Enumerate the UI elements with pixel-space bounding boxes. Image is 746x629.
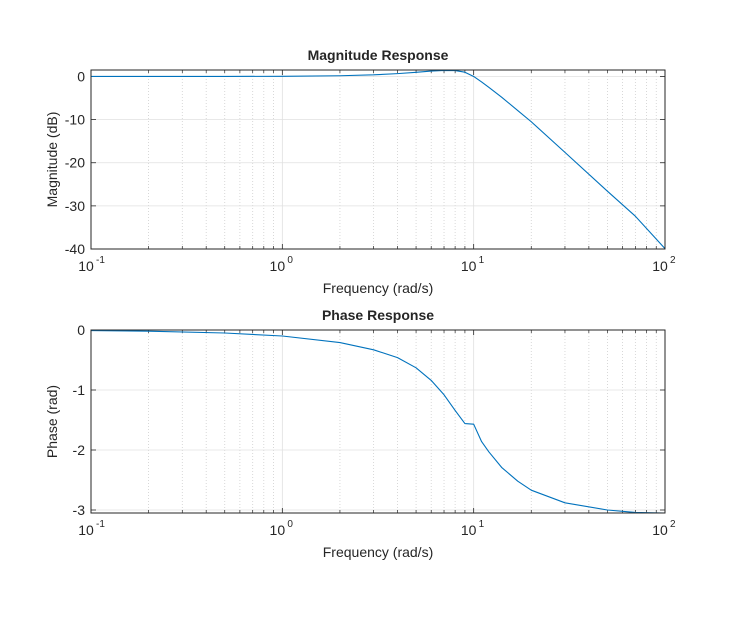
magnitude-x-tick-label-base: 10 bbox=[461, 258, 477, 274]
phase-x-tick-label-exponent: 0 bbox=[287, 519, 293, 530]
magnitude-x-tick-label: 10 0 bbox=[270, 255, 294, 274]
magnitude-x-tick-label-exponent: 0 bbox=[287, 255, 293, 266]
phase-y-tick-label: -2 bbox=[73, 442, 86, 458]
magnitude-y-tick-label: -20 bbox=[65, 155, 85, 171]
magnitude-x-tick-label-base: 10 bbox=[270, 258, 286, 274]
magnitude-y-tick-label: -30 bbox=[65, 198, 85, 214]
phase-plot-area bbox=[91, 330, 665, 513]
phase-x-axis-label: Frequency (rad/s) bbox=[323, 544, 433, 560]
phase-y-tick-label: -3 bbox=[73, 502, 86, 518]
phase-x-tick-label: 10 -1 bbox=[78, 519, 105, 538]
phase-y-tick-label: 0 bbox=[77, 322, 85, 338]
magnitude-x-axis-label: Frequency (rad/s) bbox=[323, 280, 433, 296]
magnitude-series-line bbox=[91, 69, 666, 249]
magnitude-x-tick-label-base: 10 bbox=[652, 258, 668, 274]
phase-x-tick-label: 10 0 bbox=[270, 519, 294, 538]
phase-x-tick-label: 10 2 bbox=[652, 519, 676, 538]
phase-chart-title: Phase Response bbox=[322, 307, 434, 323]
phase-x-tick-label-base: 10 bbox=[652, 522, 668, 538]
magnitude-y-tick-label: -10 bbox=[65, 112, 85, 128]
magnitude-chart-title: Magnitude Response bbox=[308, 47, 449, 63]
magnitude-x-tick-label-exponent: -1 bbox=[96, 255, 105, 266]
phase-series-line bbox=[90, 330, 666, 514]
phase-y-axis-label: Phase (rad) bbox=[44, 385, 60, 458]
phase-y-tick-label: -1 bbox=[73, 382, 86, 398]
phase-x-tick-label-exponent: -1 bbox=[96, 519, 105, 530]
magnitude-axes-box bbox=[90, 69, 666, 250]
magnitude-x-tick-label: 10 -1 bbox=[78, 255, 105, 274]
magnitude-x-tick-label-exponent: 2 bbox=[670, 255, 676, 266]
phase-x-tick-label-base: 10 bbox=[270, 522, 286, 538]
magnitude-y-tick-label: -40 bbox=[65, 241, 85, 257]
magnitude-x-tick-label: 10 2 bbox=[652, 255, 676, 274]
phase-x-tick-label: 10 1 bbox=[461, 519, 485, 538]
magnitude-x-tick-label: 10 1 bbox=[461, 255, 485, 274]
magnitude-y-tick-label: 0 bbox=[77, 68, 85, 84]
phase-x-tick-label-exponent: 1 bbox=[479, 519, 485, 530]
magnitude-x-tick-label-exponent: 1 bbox=[479, 255, 485, 266]
magnitude-plot-area bbox=[91, 70, 665, 249]
magnitude-x-tick-label-base: 10 bbox=[78, 258, 94, 274]
phase-x-tick-label-exponent: 2 bbox=[670, 519, 676, 530]
magnitude-y-axis-label: Magnitude (dB) bbox=[44, 112, 60, 208]
phase-axes-box bbox=[90, 329, 666, 514]
phase-x-tick-label-base: 10 bbox=[461, 522, 477, 538]
phase-x-tick-label-base: 10 bbox=[78, 522, 94, 538]
